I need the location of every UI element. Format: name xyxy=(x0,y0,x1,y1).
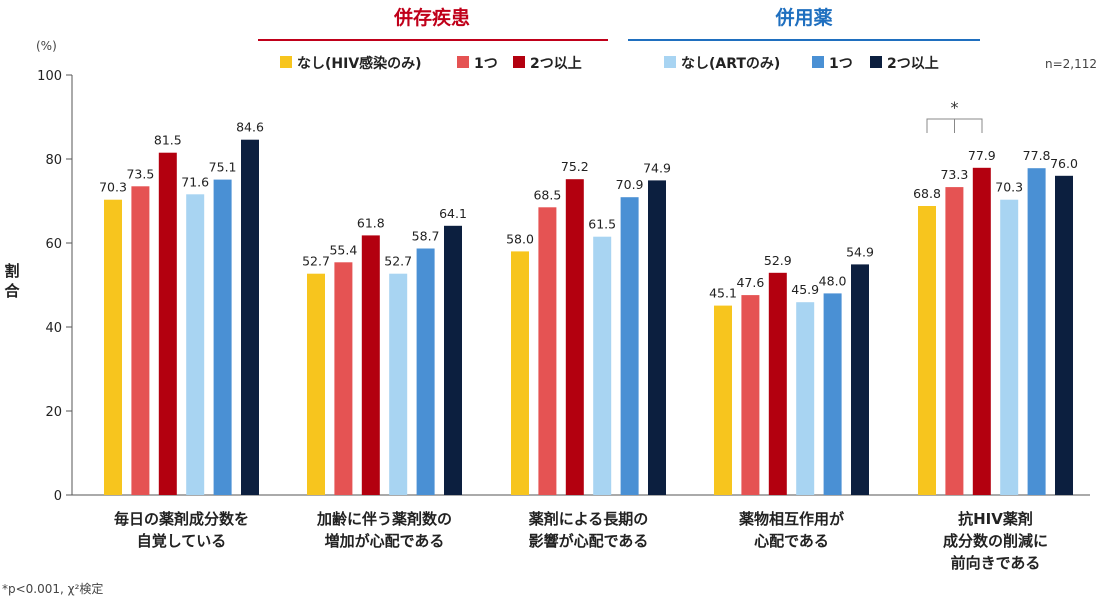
y-tick-label: 60 xyxy=(45,237,62,252)
significance-asterisk: * xyxy=(951,98,959,117)
bar-series-3-category-2 xyxy=(361,235,380,495)
bar-series-6-category-2 xyxy=(444,225,462,496)
legend: なし(HIV感染のみ) 1つ 2つ以上 なし(ARTのみ) 1つ 2つ以上 xyxy=(280,55,939,72)
bar-series-1-category-3 xyxy=(511,251,529,495)
bar-series-1-category-4 xyxy=(714,305,732,495)
bar-series-5-category-1 xyxy=(213,179,232,495)
bar-value-label: 77.9 xyxy=(968,148,996,163)
bars: 70.3 52.7 58.0 45.1 68.8 73.5 55.4 68.5 47.6 73.3… xyxy=(99,120,1078,496)
bar-value-label: 75.1 xyxy=(209,160,237,175)
bar-value-label: 75.2 xyxy=(561,159,589,174)
footnote: *p<0.001, χ²検定 xyxy=(2,581,103,596)
legend-label-4: なし(ARTのみ) xyxy=(681,56,780,72)
category-labels: 毎日の薬剤成分数を自覚している 加齢に伴う薬剤数の増加が心配である 薬剤による長期の… xyxy=(114,510,1048,572)
bar-value-label: 58.0 xyxy=(506,231,534,246)
bar-series-4-category-2 xyxy=(389,273,408,495)
significance-bracket: * xyxy=(926,98,983,133)
bar-value-label: 74.9 xyxy=(643,160,671,175)
bar-value-label: 70.9 xyxy=(616,177,644,192)
group2-title: 併用薬 xyxy=(774,6,832,29)
bar-value-label: 76.0 xyxy=(1050,156,1078,171)
bar-value-label: 77.8 xyxy=(1023,148,1051,163)
bar-value-label: 58.7 xyxy=(412,229,440,244)
bar-value-label: 55.4 xyxy=(329,242,357,257)
bracket-line xyxy=(926,118,983,133)
bar-series-4-category-4 xyxy=(796,302,815,495)
category-label-4: 薬物相互作用が心配である xyxy=(738,510,845,550)
bar-series-6-category-3 xyxy=(648,180,666,495)
legend-label-6: 2つ以上 xyxy=(887,56,939,72)
bar-value-label: 70.3 xyxy=(995,180,1023,195)
bar-series-4-category-5 xyxy=(1000,199,1019,495)
bar-value-label: 47.6 xyxy=(736,275,764,290)
bar-series-6-category-1 xyxy=(241,139,259,495)
bar-series-3-category-5 xyxy=(972,167,991,496)
bar-series-4-category-3 xyxy=(593,236,612,495)
y-tick-label: 40 xyxy=(45,321,62,336)
bar-value-label: 45.1 xyxy=(709,286,737,301)
bar-value-label: 70.3 xyxy=(99,180,127,195)
category-label-5: 抗HIV薬剤成分数の削減に前向きである xyxy=(943,510,1048,572)
bar-series-5-category-2 xyxy=(416,248,435,495)
unit-label: (%) xyxy=(36,39,57,53)
bar-value-label: 73.3 xyxy=(940,167,968,182)
bar-value-label: 71.6 xyxy=(181,174,209,189)
y-tick-label: 0 xyxy=(54,489,62,504)
bar-value-label: 61.5 xyxy=(588,217,616,232)
bar-series-6-category-5 xyxy=(1055,175,1073,496)
legend-swatch-5 xyxy=(812,56,824,68)
legend-label-5: 1つ xyxy=(829,56,853,72)
bar-series-6-category-4 xyxy=(851,264,869,495)
bar-value-label: 81.5 xyxy=(154,133,182,148)
bar-series-1-category-2 xyxy=(307,273,325,495)
bar-series-5-category-3 xyxy=(620,197,639,495)
y-axis-label-char-1: 割 xyxy=(4,262,19,280)
legend-swatch-2 xyxy=(457,56,469,68)
bar-value-label: 52.9 xyxy=(764,253,792,268)
bar-value-label: 52.7 xyxy=(384,254,412,269)
bar-value-label: 84.6 xyxy=(236,120,264,135)
bar-series-3-category-4 xyxy=(768,272,787,495)
y-ticks: 0 20 40 60 80 100 xyxy=(37,69,72,504)
bar-series-1-category-5 xyxy=(918,206,936,495)
legend-label-3: 2つ以上 xyxy=(530,56,582,72)
group1-title: 併存疾患 xyxy=(393,6,470,29)
bar-series-2-category-1 xyxy=(131,186,150,496)
bar-series-5-category-5 xyxy=(1027,168,1046,495)
bar-value-label: 45.9 xyxy=(791,282,819,297)
y-tick-label: 80 xyxy=(45,153,62,168)
bar-series-4-category-1 xyxy=(186,194,205,496)
bar-value-label: 48.0 xyxy=(819,273,847,288)
legend-label-1: なし(HIV感染のみ) xyxy=(297,55,422,72)
bar-series-3-category-1 xyxy=(158,152,177,495)
bar-series-1-category-1 xyxy=(104,199,122,495)
bar-value-label: 54.9 xyxy=(846,244,874,259)
legend-label-2: 1つ xyxy=(474,56,498,72)
bar-value-label: 68.5 xyxy=(533,187,561,202)
legend-swatch-4 xyxy=(664,56,676,68)
bar-value-label: 64.1 xyxy=(439,206,467,221)
bar-value-label: 52.7 xyxy=(302,254,330,269)
bar-value-label: 61.8 xyxy=(357,215,385,230)
sample-size: n=2,112 xyxy=(1045,57,1097,71)
legend-swatch-3 xyxy=(513,56,525,68)
bar-series-3-category-3 xyxy=(565,179,584,495)
legend-swatch-1 xyxy=(280,56,292,68)
y-tick-label: 20 xyxy=(45,405,62,420)
y-axis-label-char-2: 合 xyxy=(3,282,20,300)
bar-series-2-category-3 xyxy=(538,207,557,496)
legend-swatch-6 xyxy=(870,56,882,68)
category-label-3: 薬剤による長期の影響が心配である xyxy=(528,510,649,550)
category-label-1: 毎日の薬剤成分数を自覚している xyxy=(114,510,249,550)
bar-series-2-category-2 xyxy=(334,262,353,495)
bar-series-5-category-4 xyxy=(823,293,842,495)
bar-series-2-category-5 xyxy=(945,187,964,495)
bar-value-label: 68.8 xyxy=(913,186,941,201)
category-label-2: 加齢に伴う薬剤数の増加が心配である xyxy=(316,510,452,550)
bar-series-2-category-4 xyxy=(741,295,760,495)
y-tick-label: 100 xyxy=(37,69,62,84)
bar-value-label: 73.5 xyxy=(126,166,154,181)
